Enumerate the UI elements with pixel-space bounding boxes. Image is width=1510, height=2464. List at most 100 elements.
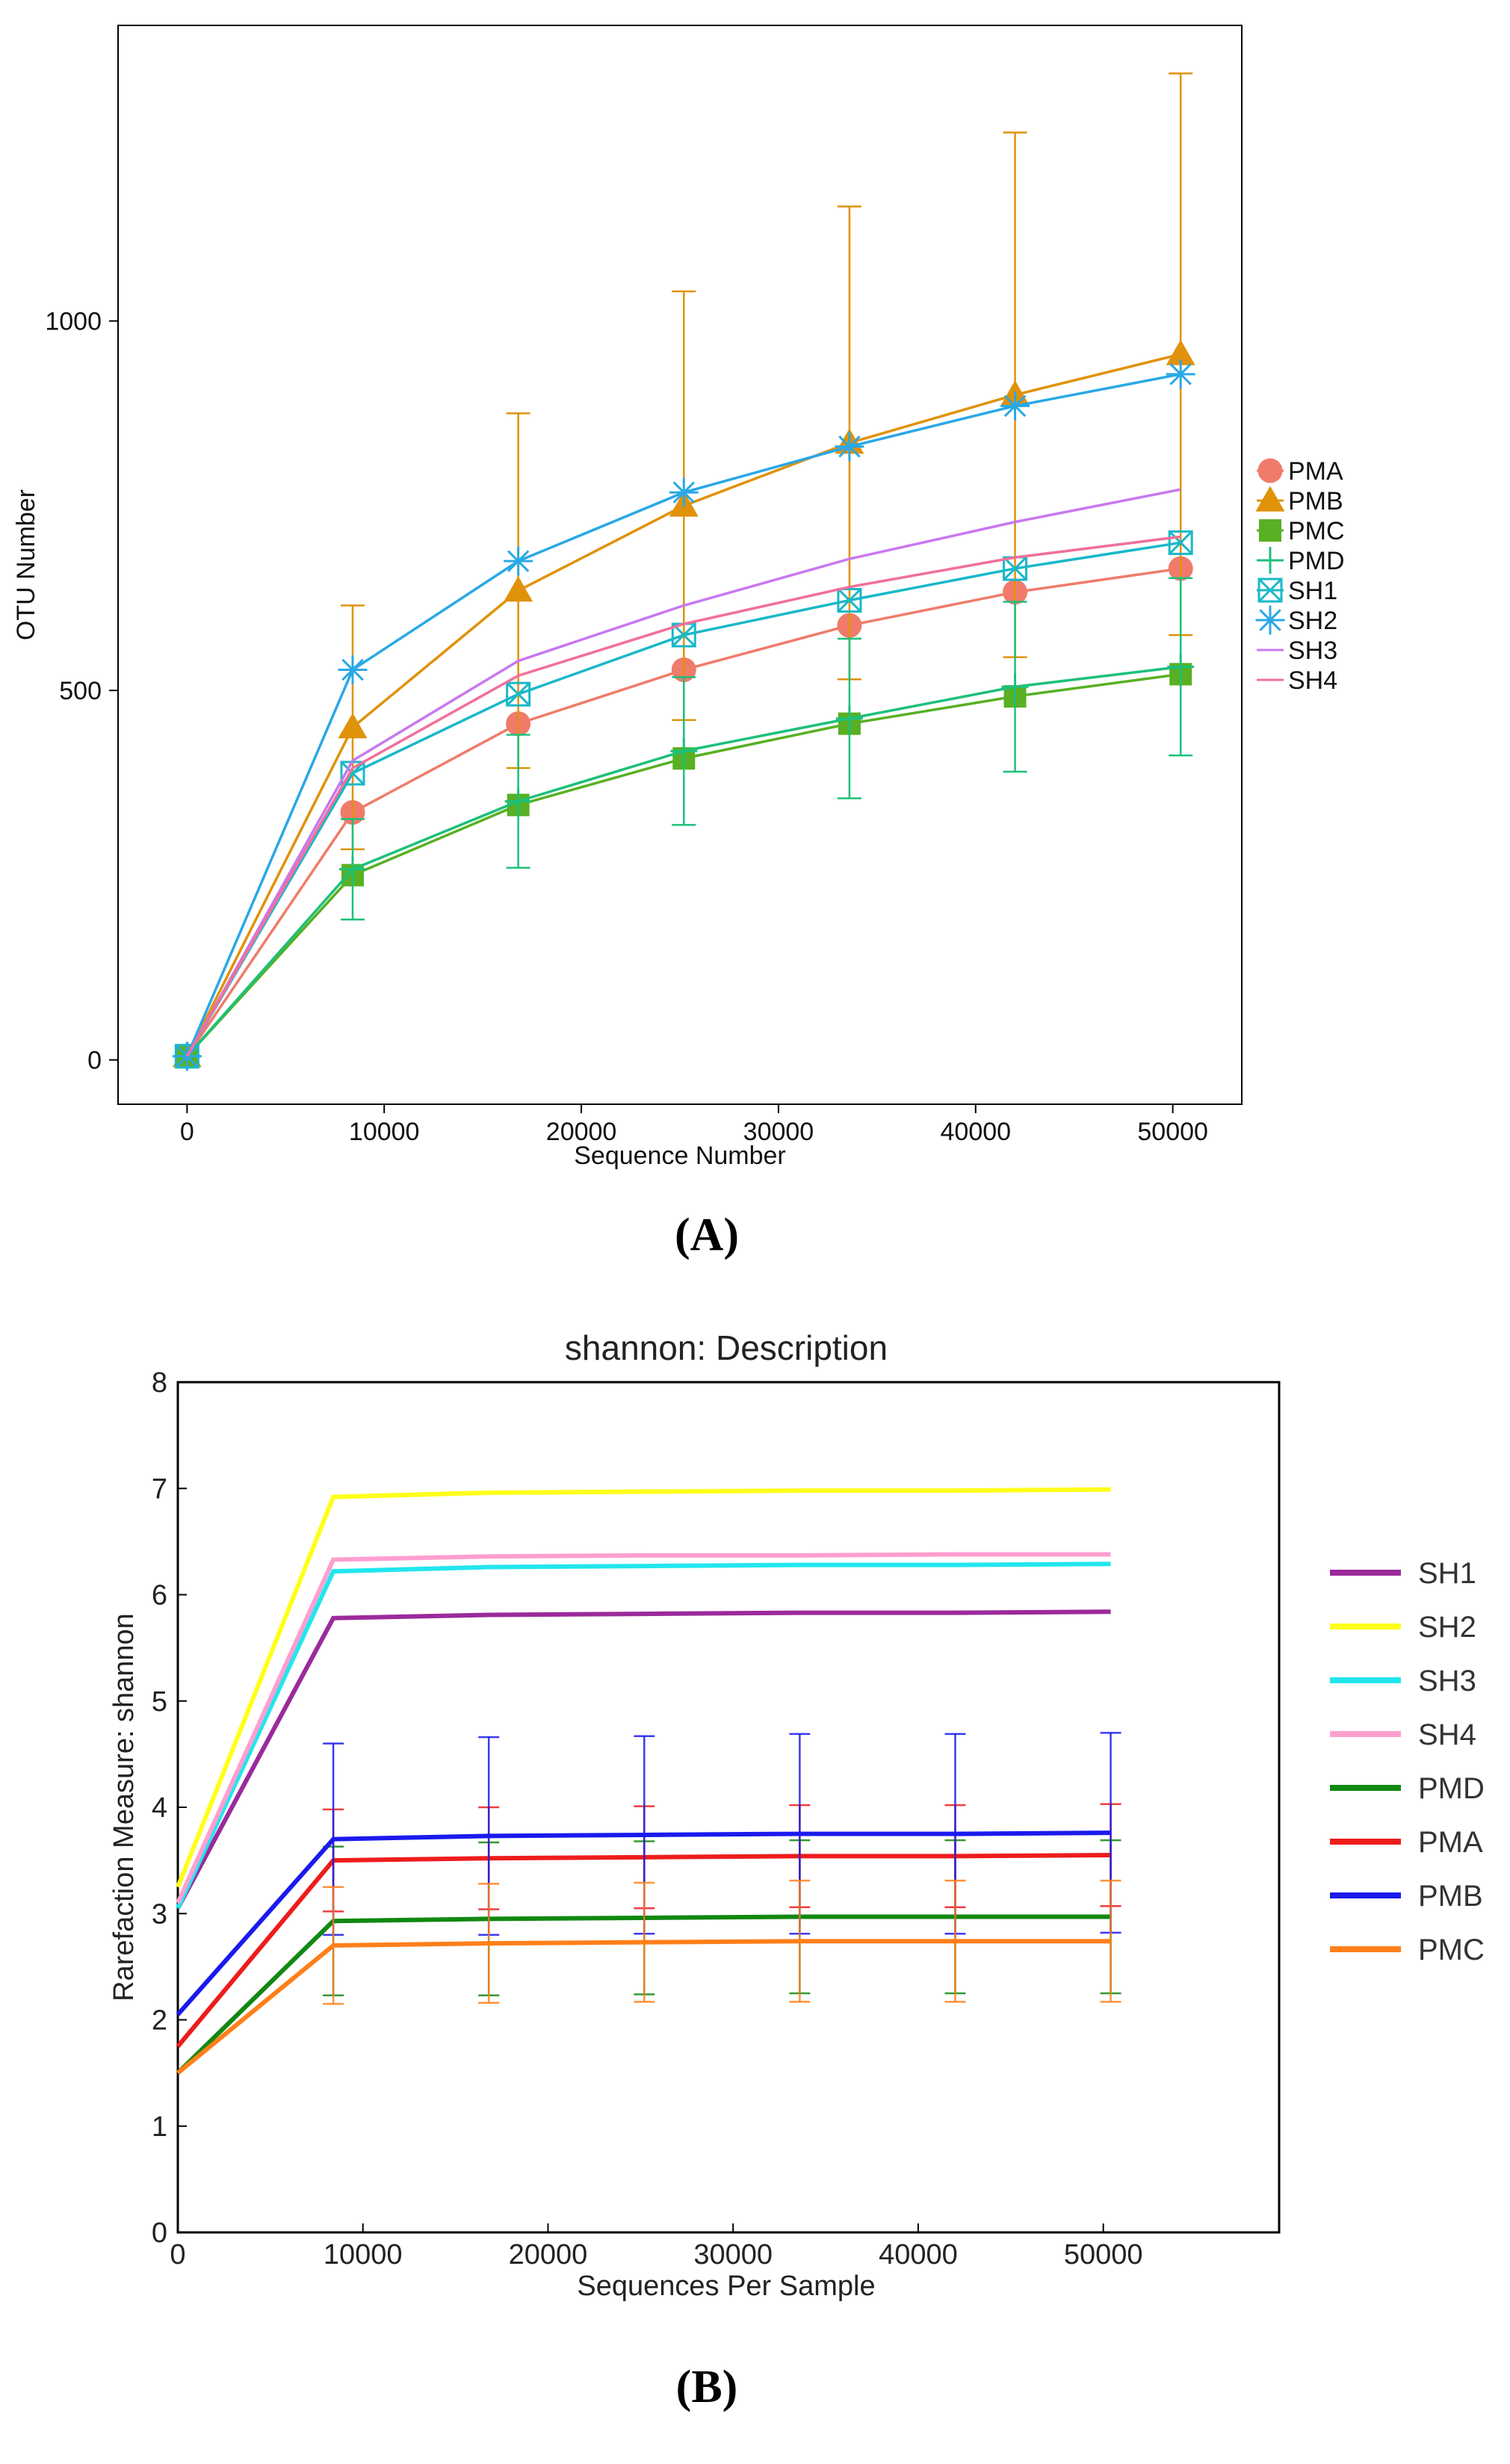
legend-item-sh2: SH2 [1255, 605, 1337, 635]
data-point [1001, 673, 1029, 701]
y-axis-label: Rarefaction Measure: shannon [108, 1613, 140, 2002]
x-tick-label: 10000 [349, 1118, 420, 1146]
data-point [338, 654, 368, 684]
x-tick-label: 40000 [941, 1118, 1012, 1146]
series-line [185, 535, 1181, 1057]
series-pmb [176, 1732, 1121, 2016]
legend-label: SH3 [1418, 1665, 1476, 1697]
legend-label: PMB [1288, 487, 1343, 516]
data-point [1166, 339, 1195, 365]
data-point [835, 432, 864, 462]
series-line [176, 1561, 1111, 1910]
legend-item-pmb: PMB [1330, 1880, 1483, 1913]
series-sh2 [172, 359, 1195, 1071]
y-tick-label: 0 [87, 1047, 102, 1075]
x-tick-label: 10000 [324, 2239, 403, 2270]
chart-b: shannon: Description 0 10000 20000 30000 4000… [108, 1328, 1485, 2302]
legend-label: SH4 [1288, 666, 1337, 695]
legend-item-pma: PMA [1330, 1826, 1483, 1859]
data-point [338, 713, 368, 739]
legend-b: SH1 SH2 SH3 SH4 PMD PMA PMB PMC [1330, 1557, 1485, 1966]
data-point [504, 787, 532, 815]
legend-label: SH1 [1418, 1557, 1476, 1590]
series-line [176, 1552, 1111, 1904]
chart-b-title: shannon: Description [565, 1328, 888, 1367]
legend-label: SH2 [1418, 1611, 1476, 1644]
y-tick-label: 4 [152, 1792, 167, 1824]
x-axis-label: Sequence Number [574, 1142, 786, 1170]
legend-item-sh1: SH1 [1257, 577, 1337, 605]
series-sh1 [176, 1609, 1111, 1910]
x-tick-label: 20000 [509, 2239, 588, 2270]
data-point [506, 681, 531, 707]
series-line [176, 1609, 1111, 1910]
x-tick-label: 0 [180, 1118, 194, 1146]
legend-item-pma: PMA [1257, 457, 1343, 486]
data-point [504, 576, 533, 602]
data-point [670, 737, 698, 765]
data-point [1166, 359, 1195, 389]
y-tick-label: 1 [152, 2111, 167, 2143]
y-axis-label: OTU Number [12, 489, 40, 640]
legend-item-pmb: PMB [1255, 486, 1343, 516]
data-point [837, 587, 862, 613]
x-axis-label: Sequences Per Sample [577, 2270, 875, 2302]
y-tick-label: 6 [152, 1580, 167, 1612]
x-tick-label: 20000 [546, 1118, 617, 1146]
legend-marker [1259, 519, 1281, 542]
legend-marker [1255, 486, 1285, 512]
legend-label: SH4 [1418, 1718, 1476, 1751]
data-point [338, 855, 366, 883]
series-line [176, 1487, 1111, 1888]
data-point [835, 705, 863, 732]
data-point [1168, 530, 1193, 555]
y-tick-label: 2 [152, 2005, 167, 2037]
x-tick-label: 30000 [693, 2239, 773, 2270]
x-tick-label: 30000 [743, 1118, 814, 1146]
legend-label: SH1 [1288, 577, 1337, 605]
legend-label: PMD [1288, 547, 1345, 575]
y-tick-label: 7 [152, 1473, 167, 1505]
legend-marker [1257, 547, 1284, 574]
legend-item-sh3: SH3 [1257, 637, 1337, 665]
legend-label: PMA [1288, 457, 1343, 486]
legend-label: PMC [1288, 517, 1345, 545]
series-sh4 [176, 1552, 1111, 1904]
plot-frame [176, 1381, 1281, 2234]
legend-item-pmd: PMD [1330, 1772, 1485, 1805]
legend-item-sh4: SH4 [1257, 666, 1337, 695]
x-tick-label: 40000 [879, 2239, 958, 2270]
legend-item-pmc: PMC [1257, 517, 1345, 545]
legend-item-pmc: PMC [1330, 1934, 1485, 1966]
legend-item-pmd: PMD [1257, 547, 1345, 575]
series-line [185, 488, 1181, 1057]
legend-label: SH3 [1288, 637, 1337, 665]
legend-item-sh3: SH3 [1330, 1665, 1476, 1697]
legend-label: PMD [1418, 1772, 1485, 1805]
legend-item-sh2: SH2 [1330, 1611, 1476, 1644]
legend-marker [1255, 605, 1285, 635]
panel-label-b: (B) [675, 2362, 738, 2412]
legend-label: PMC [1418, 1934, 1485, 1966]
panel-label-a: (A) [674, 1210, 740, 1260]
y-tick-label: 8 [152, 1367, 167, 1399]
legend-item-sh1: SH1 [1330, 1557, 1476, 1590]
series-pmc [176, 1879, 1121, 2075]
legend-label: SH2 [1288, 607, 1337, 635]
x-tick-label: 50000 [1137, 1118, 1208, 1146]
chart-a: 0 10000 20000 30000 40000 50000 0 500 1000 Sequen… [12, 25, 1345, 1170]
y-tick-label: 1000 [45, 308, 102, 336]
legend-marker [1257, 458, 1283, 483]
series-pmd [173, 577, 1195, 1070]
y-tick-label: 0 [152, 2217, 167, 2249]
y-tick-label: 3 [152, 1898, 167, 1930]
series-sh2 [176, 1487, 1111, 1888]
legend-label: PMA [1418, 1826, 1483, 1859]
data-point [1000, 391, 1030, 421]
data-point [504, 546, 533, 576]
y-tick-label: 500 [59, 677, 102, 705]
series-sh4 [185, 535, 1181, 1057]
data-point [669, 477, 699, 507]
legend-item-sh4: SH4 [1330, 1718, 1476, 1751]
